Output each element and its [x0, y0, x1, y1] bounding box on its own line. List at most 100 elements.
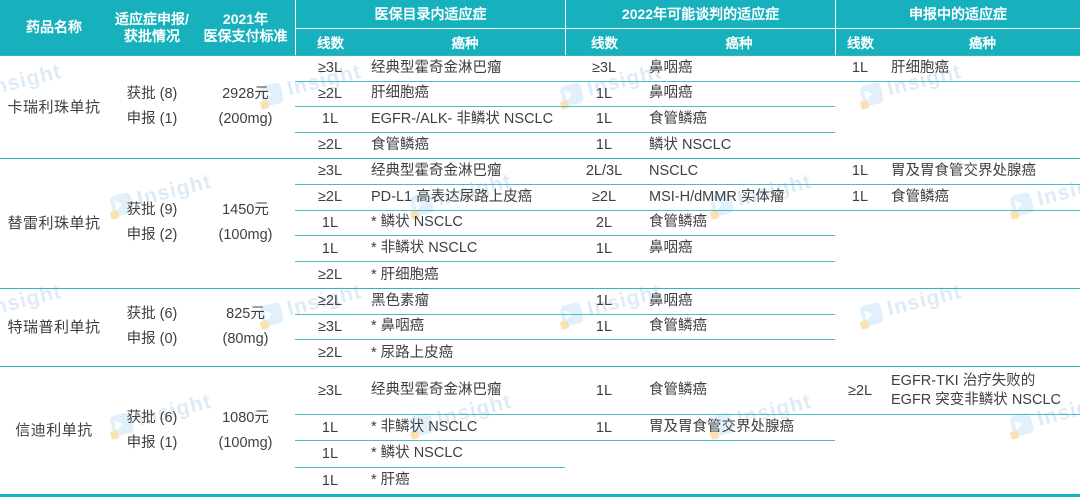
- negotiable-line-number-cell: [565, 441, 643, 467]
- col-header-payment-standard: 2021年 医保支付标准: [196, 0, 295, 55]
- negotiable-line-number-cell: 1L: [565, 289, 643, 315]
- drug-name-label: 替雷利珠单抗: [7, 214, 101, 232]
- col-header-status-line1: 适应症申报/: [115, 10, 189, 27]
- negotiable-cancer-type-cell: 食管鳞癌: [643, 315, 835, 341]
- negotiable-line-number-cell: 1L: [565, 82, 643, 107]
- catalog-line-number-cell: ≥2L: [295, 289, 365, 315]
- col-header-payment-line1: 2021年: [222, 10, 269, 27]
- catalog-cancer-type-cell: PD-L1 高表达尿路上皮癌: [365, 185, 565, 211]
- applying-cancer-type-cell: [885, 315, 1080, 341]
- applying-line-number-cell: [835, 441, 885, 467]
- catalog-cancer-type-cell: * 鳞状 NSCLC: [365, 441, 565, 468]
- approved-count-label: 获批 (8): [126, 86, 178, 102]
- applied-count-label: 申报 (2): [126, 227, 178, 244]
- table-header: 药品名称 适应症申报/ 获批情况 2021年 医保支付标准 医保目录内适应症 2…: [0, 0, 1080, 55]
- dose-label: (100mg): [218, 227, 273, 244]
- negotiable-line-number-cell: [565, 340, 643, 366]
- catalog-cancer-type-cell: * 非鳞状 NSCLC: [365, 415, 565, 442]
- drug-block: 卡瑞利珠单抗 获批 (8) 申报 (1) 2928元 (200mg) ≥3L 经典型霍奇金淋…: [0, 55, 1080, 158]
- applying-line-number-cell: 1L: [835, 159, 885, 185]
- catalog-cancer-type-cell: * 鼻咽癌: [365, 315, 565, 341]
- catalog-line-number-cell: ≥2L: [317, 267, 343, 284]
- dose-label: (100mg): [218, 434, 273, 451]
- applying-cancer-type-cell: 肝细胞癌: [885, 56, 1080, 82]
- catalog-line-number-cell: ≥2L: [317, 137, 343, 154]
- negotiable-line-number-cell: 2L: [565, 211, 643, 237]
- drug-name-label: 卡瑞利珠单抗: [7, 98, 101, 116]
- applied-count-label: 申报 (1): [126, 111, 178, 127]
- negotiable-line-number-cell: 1L: [565, 415, 643, 442]
- negotiable-cancer-type-cell: 鼻咽癌: [643, 289, 835, 315]
- catalog-line-number-cell: 1L: [295, 441, 365, 468]
- applying-cancer-type-cell: EGFR-TKI 治疗失败的 EGFR 突变非鳞状 NSCLC: [885, 367, 1080, 415]
- applying-line-number-cell: [835, 262, 885, 288]
- applying-cancer-type-cell: [885, 236, 1080, 262]
- approval-status-cell: 获批 (6) 申报 (1): [108, 367, 196, 494]
- applying-cancer-type-cell: [885, 468, 1080, 494]
- applying-line-number-cell: [835, 107, 885, 133]
- section-header-catalog-indications: 医保目录内适应症: [295, 0, 565, 29]
- catalog-line-number-cell: 1L: [295, 236, 365, 263]
- catalog-cancer-type-cell: 肝细胞癌: [365, 82, 565, 107]
- applying-line-number-cell: [835, 82, 885, 108]
- drug-name-cell: 卡瑞利珠单抗: [0, 56, 108, 158]
- negotiable-line-number-cell: 1L: [565, 236, 643, 263]
- subheader-negotiable-cancer: 癌种: [725, 36, 753, 51]
- negotiable-cancer-type-cell: 胃及胃食管交界处腺癌: [643, 415, 835, 442]
- catalog-line-number-cell: ≥3L: [295, 367, 365, 415]
- negotiable-line-number-cell: ≥2L: [565, 185, 643, 211]
- catalog-line-number-cell: ≥2L: [295, 185, 365, 211]
- applying-cancer-type-cell: 食管鳞癌: [885, 185, 1080, 211]
- negotiable-cancer-type-cell: [643, 340, 835, 366]
- applying-line-number-cell: ≥2L: [835, 367, 885, 415]
- cancer-type-line1: EGFR-TKI 治疗失败的: [891, 372, 1036, 389]
- catalog-cancer-type-cell: 经典型霍奇金淋巴瘤: [365, 367, 565, 415]
- drug-name-label: 信迪利单抗: [15, 422, 93, 439]
- negotiable-line-number-cell: 1L: [565, 315, 643, 341]
- negotiable-line-number-cell: 1L: [595, 137, 613, 154]
- drug-name-cell: 特瑞普利单抗: [0, 289, 108, 366]
- catalog-cancer-type-cell: * 鳞状 NSCLC: [365, 211, 565, 237]
- applying-line-number-cell: [835, 315, 885, 341]
- subheader-catalog-cancer: 癌种: [451, 36, 479, 51]
- catalog-cancer-type-cell: * 肝细胞癌: [371, 266, 439, 283]
- drug-name-cell: 信迪利单抗: [0, 367, 108, 494]
- price-label: 1450元: [222, 202, 269, 219]
- applying-line-number-cell: [835, 415, 885, 441]
- table-body: 卡瑞利珠单抗 获批 (8) 申报 (1) 2928元 (200mg) ≥3L 经典型霍奇金淋…: [0, 55, 1080, 494]
- negotiable-cancer-type-cell: 食管鳞癌: [643, 211, 835, 237]
- drug-block: 替雷利珠单抗 获批 (9) 申报 (2) 1450元 (100mg) ≥3L 经典型霍奇金淋…: [0, 158, 1080, 288]
- applied-count-label: 申报 (0): [126, 331, 178, 348]
- drug-block: 特瑞普利单抗 获批 (6) 申报 (0) 825元 (80mg) ≥2L 黑色素瘤 ≥3L * …: [0, 288, 1080, 366]
- catalog-line-number-cell: ≥2L: [295, 82, 365, 107]
- subheader-applying-line: 线数: [835, 29, 885, 55]
- approval-status-cell: 获批 (9) 申报 (2): [108, 159, 196, 288]
- applying-line-number-cell: [835, 211, 885, 237]
- catalog-cancer-type-cell: 食管鳞癌: [371, 136, 429, 153]
- negotiable-line-number-cell: 1L: [565, 367, 643, 415]
- subheader-negotiable-line: 线数: [565, 29, 643, 55]
- catalog-cancer-type-cell: 黑色素瘤: [365, 289, 565, 315]
- drug-name-label: 特瑞普利单抗: [7, 318, 101, 336]
- applying-cancer-type-cell: [885, 133, 1080, 159]
- applying-line-number-cell: 1L: [835, 56, 885, 82]
- applying-cancer-type-cell: [885, 441, 1080, 467]
- negotiable-line-number-cell: [565, 262, 643, 288]
- negotiable-cancer-type-cell: [643, 468, 835, 494]
- col-header-payment-line2: 医保支付标准: [203, 27, 288, 44]
- applying-cancer-type-cell: [885, 262, 1080, 288]
- negotiable-cancer-type-cell: 鼻咽癌: [643, 82, 835, 107]
- applying-line-number-cell: [835, 340, 885, 366]
- catalog-line-number-cell: ≥2L: [317, 345, 343, 362]
- catalog-cancer-type-cell: 经典型霍奇金淋巴瘤: [365, 159, 565, 185]
- payment-standard-cell: 1450元 (100mg): [196, 159, 295, 288]
- catalog-line-number-cell: ≥3L: [295, 315, 365, 341]
- col-header-drug-name: 药品名称: [0, 0, 108, 55]
- subheader-catalog-line: 线数: [295, 29, 365, 55]
- payment-standard-cell: 1080元 (100mg): [196, 367, 295, 494]
- price-label: 1080元: [222, 409, 269, 426]
- catalog-line-number-cell: ≥3L: [295, 56, 365, 82]
- drug-block: 信迪利单抗 获批 (6) 申报 (1) 1080元 (100mg) ≥3L 经典型霍奇金淋巴…: [0, 366, 1080, 494]
- applying-cancer-type-cell: [885, 340, 1080, 366]
- approval-status-cell: 获批 (6) 申报 (0): [108, 289, 196, 366]
